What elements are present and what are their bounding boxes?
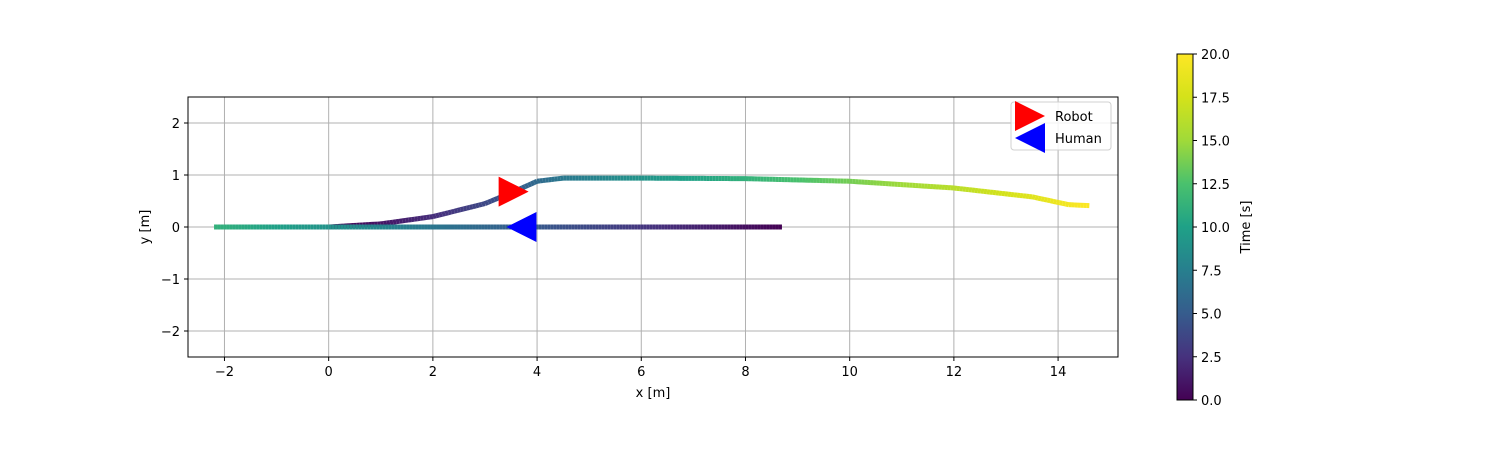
trajectory-segment: [533, 178, 539, 185]
trajectory-segment: [524, 182, 530, 189]
trajectory-segment: [484, 199, 490, 206]
y-tick-label: 2: [172, 117, 180, 132]
trajectory-segment: [1031, 194, 1036, 200]
colorbar-tick-label: 7.5: [1201, 264, 1222, 279]
trajectory-segment: [487, 198, 493, 205]
trajectory-robot: [328, 175, 1090, 230]
x-tick-label: −2: [215, 365, 234, 380]
trajectory-segment: [1058, 200, 1063, 206]
x-axis-label: x [m]: [636, 386, 671, 401]
y-axis-label: y [m]: [138, 210, 153, 245]
legend-label-human: Human: [1055, 132, 1102, 147]
trajectory-segment: [450, 208, 455, 215]
trajectory-segment: [493, 196, 499, 203]
colorbar-tick-label: 2.5: [1201, 351, 1222, 366]
trajectory-segment: [438, 211, 443, 218]
legend: Robot Human: [1010, 101, 1112, 153]
colorbar: [1176, 53, 1194, 401]
colorbar-tick-label: 12.5: [1201, 178, 1230, 193]
trajectory-segment: [1052, 198, 1057, 205]
robot-marker: [498, 176, 529, 207]
y-tick-label: 0: [172, 221, 180, 236]
trajectory-segment: [462, 205, 468, 212]
trajectory-segment: [459, 206, 465, 213]
y-tick-label: 1: [172, 169, 180, 184]
colorbar-ticks: 0.0 2.5 5.0 7.5 10.0 12.5 15.0 17.5 20.0: [1193, 48, 1230, 409]
trajectory-segment: [527, 181, 533, 188]
x-tick-label: 14: [1050, 365, 1067, 380]
trajectory-segment: [469, 204, 474, 210]
trajectory-segment: [521, 184, 527, 191]
trajectory-segment: [1055, 199, 1060, 206]
x-tick-label: 12: [946, 365, 963, 380]
trajectory-segment: [441, 211, 446, 217]
trajectory-segment: [472, 203, 477, 210]
trajectory-segment: [465, 204, 471, 211]
trajectory-segment: [1043, 196, 1048, 203]
trajectory-segment: [1037, 195, 1042, 202]
colorbar-tick-label: 20.0: [1201, 48, 1230, 63]
x-tick-label: 6: [637, 365, 645, 380]
trajectory-segment: [1061, 200, 1066, 207]
colorbar-tick-label: 5.0: [1201, 308, 1222, 323]
trajectory-segment: [435, 212, 440, 219]
x-tick-label: 0: [325, 365, 333, 380]
colorbar-tick-label: 10.0: [1201, 221, 1230, 236]
trajectory-segment: [453, 208, 458, 214]
x-tick-label: 2: [429, 365, 437, 380]
colorbar-tick-label: 15.0: [1201, 135, 1230, 150]
trajectory-segment: [478, 201, 483, 208]
trajectory-segment: [1064, 201, 1070, 208]
trajectory-segment: [432, 213, 437, 220]
trajectory-segment: [444, 210, 449, 216]
y-tick-label: −2: [161, 325, 180, 340]
colorbar-label: Time [s]: [1239, 201, 1254, 255]
trajectory-segment: [456, 207, 462, 213]
legend-marker-human: [1015, 123, 1045, 153]
trajectory-segment: [1034, 195, 1039, 201]
trajectory-segment: [1046, 197, 1051, 204]
trajectory-segment: [481, 201, 486, 207]
legend-marker-robot: [1015, 101, 1045, 131]
trajectory-segment: [490, 197, 496, 204]
colorbar-tick-label: 0.0: [1201, 394, 1222, 409]
series-layer: [214, 175, 1090, 230]
human-marker: [506, 212, 537, 242]
trajectory-segment: [447, 209, 452, 216]
colorbar-tick-label: 17.5: [1201, 91, 1230, 106]
trajectory-segment: [1049, 198, 1054, 204]
trajectory-segment: [475, 202, 480, 209]
trajectory-segment: [530, 180, 536, 187]
x-tick-label: 10: [841, 365, 858, 380]
x-tick-label: 4: [533, 365, 541, 380]
position-markers: [498, 176, 537, 242]
y-tick-label: −1: [161, 273, 180, 288]
x-tick-label: 8: [741, 365, 749, 380]
trajectory-segment: [1040, 196, 1045, 202]
legend-label-robot: Robot: [1055, 110, 1093, 125]
